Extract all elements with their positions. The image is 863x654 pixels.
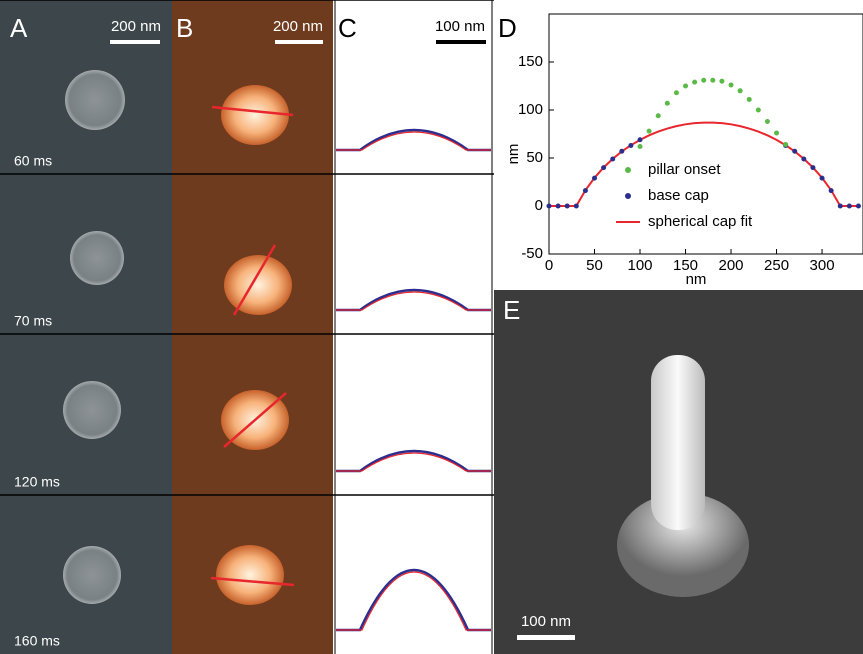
data-point	[547, 204, 552, 209]
sem-particle	[70, 231, 124, 285]
scale-bar	[110, 40, 160, 44]
sem-particle	[63, 381, 121, 439]
legend-label: pillar onset	[648, 161, 721, 178]
scale-label: 100 nm	[521, 613, 571, 630]
time-label: 60 ms	[14, 153, 52, 169]
data-point	[665, 101, 670, 106]
y-tick-label: -50	[521, 245, 543, 262]
data-point	[810, 165, 815, 170]
data-point	[556, 204, 561, 209]
data-point	[638, 144, 643, 149]
afm-particle	[216, 545, 284, 605]
x-tick-label: 200	[719, 257, 744, 274]
time-label: 160 ms	[14, 633, 60, 649]
data-point	[829, 188, 834, 193]
data-point	[729, 83, 734, 88]
sem-particle	[65, 70, 125, 130]
afm-particle	[221, 85, 289, 145]
y-tick-label: 150	[518, 53, 543, 70]
panel-label: C	[338, 13, 357, 43]
data-point	[838, 204, 843, 209]
data-point	[765, 119, 770, 124]
data-point	[610, 156, 615, 161]
panel-label: B	[176, 13, 193, 43]
legend-label: base cap	[648, 187, 709, 204]
data-point	[701, 78, 706, 83]
x-tick-label: 0	[545, 257, 553, 274]
time-label: 120 ms	[14, 474, 60, 490]
x-tick-label: 300	[810, 257, 835, 274]
sem-particle	[63, 546, 121, 604]
x-tick-label: 50	[586, 257, 603, 274]
y-tick-label: 100	[518, 101, 543, 118]
data-point	[683, 84, 688, 89]
scale-label: 200 nm	[273, 18, 323, 35]
data-point	[592, 176, 597, 181]
data-point	[747, 97, 752, 102]
scale-label: 100 nm	[435, 18, 485, 35]
data-point	[574, 204, 579, 209]
data-point	[710, 78, 715, 83]
pillar	[651, 355, 705, 530]
data-point	[583, 188, 588, 193]
data-point	[774, 131, 779, 136]
data-point	[801, 156, 806, 161]
data-point	[856, 204, 861, 209]
data-point	[783, 142, 788, 147]
data-point	[719, 79, 724, 84]
y-tick-label: 0	[535, 197, 543, 214]
afm-particle	[224, 255, 292, 315]
y-axis-label: nm	[505, 144, 522, 165]
scale-label: 200 nm	[111, 18, 161, 35]
legend-key	[625, 167, 631, 173]
data-point	[674, 90, 679, 95]
panel-label: D	[498, 13, 517, 43]
data-point	[656, 113, 661, 118]
data-point	[820, 176, 825, 181]
figure: 100 nm E A B C D 200 nm 200 nm 100 nm 60 ms 70 ms 1…	[0, 0, 863, 654]
data-point	[638, 137, 643, 142]
data-point	[847, 204, 852, 209]
legend-key	[625, 193, 631, 199]
data-point	[738, 88, 743, 93]
x-axis-label: nm	[686, 271, 707, 288]
panel-label: E	[503, 295, 520, 325]
scale-bar	[436, 40, 486, 44]
data-point	[601, 165, 606, 170]
data-point	[692, 80, 697, 85]
scale-bar	[517, 635, 575, 640]
scale-bar	[275, 40, 323, 44]
data-point	[756, 108, 761, 113]
data-point	[619, 149, 624, 154]
time-label: 70 ms	[14, 313, 52, 329]
x-tick-label: 100	[627, 257, 652, 274]
legend-label: spherical cap fit	[648, 213, 753, 230]
data-point	[647, 129, 652, 134]
panel-c-bg	[333, 0, 494, 654]
data-point	[792, 149, 797, 154]
data-point	[628, 143, 633, 148]
x-tick-label: 250	[764, 257, 789, 274]
data-point	[565, 204, 570, 209]
y-tick-label: 50	[526, 149, 543, 166]
panel-label: A	[10, 13, 28, 43]
